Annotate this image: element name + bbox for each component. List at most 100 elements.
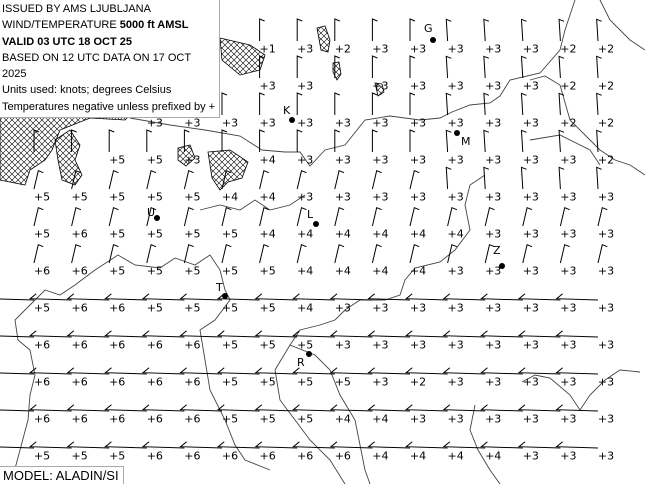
temperature-value: +5 [184,301,201,315]
temperature-value: +5 [184,227,201,241]
station-label: U [147,206,156,219]
temperature-value: +5 [221,375,239,389]
wind-barb [522,207,533,227]
temperature-value: +4 [259,190,276,204]
wind-barb [0,409,35,412]
wind-barb [483,166,490,190]
temperature-value: +4 [409,449,427,463]
temperature-value: +3 [485,42,502,56]
wind-barb [334,18,340,41]
wind-barb [367,330,411,338]
temperature-value: +3 [485,264,502,278]
temperature-value: +5 [297,412,314,426]
temperature-value: +6 [109,375,126,389]
station-dot [454,130,460,136]
temperature-value: +6 [33,412,51,426]
wind-barb [292,441,335,449]
temperature-value: +3 [409,79,427,93]
wind-barb [445,166,452,190]
wind-barb [596,55,602,79]
temperature-value: +5 [33,227,51,241]
wind-barbs [0,18,608,449]
temperature-value: +3 [297,153,314,167]
temperature-value: +6 [71,227,88,241]
temperature-value: +3 [522,79,539,93]
temperature-value: +3 [409,412,427,426]
wind-barb [179,404,223,412]
temperature-value: +3 [560,301,577,315]
wind-barb [596,18,602,42]
temperature-value: +3 [522,301,539,315]
station-dot [499,263,505,269]
temperature-value: +3 [522,264,539,278]
temperature-value: +3 [597,264,615,278]
wind-barb [334,129,340,152]
station-label: Z [493,244,501,257]
valid-time: VALID 03 UTC 18 OCT 25 [2,34,217,50]
temperature-value: +5 [259,375,276,389]
temperature-value: +6 [184,412,201,426]
station-label: R [297,356,305,369]
level-prefix: WIND/TEMPERATURE [2,19,120,32]
wind-barb [517,367,561,375]
temperature-value: +5 [146,264,163,278]
temperature-value: +5 [334,375,351,389]
temperature-value: +3 [485,153,502,167]
temperature-value: +5 [259,264,276,278]
wind-barb [559,244,570,264]
station-dot [313,221,319,227]
temperature-value: +3 [334,116,351,130]
temperature-value: +5 [109,190,126,204]
wind-barb [445,55,452,79]
temperature-value: +3 [372,190,389,204]
wind-barb [179,293,223,301]
wind-barb [33,244,44,264]
station-label: G [424,22,433,35]
temperature-value: +5 [259,412,276,426]
station-dot [430,37,436,43]
wind-barb [292,367,335,375]
wind-barb [409,129,416,152]
temperature-value: +3 [372,338,389,352]
wind-barb [480,404,523,412]
temperature-value: +3 [297,116,314,130]
temperature-value: +4 [372,449,389,463]
temperature-value: +3 [447,375,464,389]
temperature-value: +4 [485,449,502,463]
wind-barb [0,446,35,449]
wind-barb [216,367,260,375]
wind-barb [334,170,345,190]
temperature-value: +5 [33,449,51,463]
temperature-value: +6 [71,412,88,426]
wind-barb [179,330,223,338]
wind-barb [296,18,303,41]
temperature-value: +3 [447,153,464,167]
wind-barb [104,441,147,449]
temperature-value: +5 [221,338,239,352]
wind-barb [404,330,448,338]
wind-barb [296,244,307,264]
wind-barb [66,367,110,375]
temperature-value: +3 [597,375,615,389]
temperature-value: +5 [221,301,239,315]
wind-barb [104,367,147,375]
wind-barb [259,55,265,78]
wind-barb [520,166,527,190]
wind-barb [445,129,452,153]
temperature-value: +5 [221,227,239,241]
temperature-value: +3 [259,116,276,130]
wind-barb [442,293,486,301]
wind-barb [33,170,44,190]
temperature-value: +5 [184,190,201,204]
units-line: Units used: knots; degrees Celsius [2,84,172,97]
wind-barb [447,207,458,227]
wind-barb [108,244,119,264]
temperature-value: +3 [146,116,163,130]
temperature-value: +6 [33,375,51,389]
temperature-value: +6 [259,449,276,463]
coastlines-borders [11,0,645,484]
wind-barb [296,129,303,152]
wind-barb [367,293,411,301]
wind-barb [409,92,416,115]
wind-barb [409,55,416,78]
